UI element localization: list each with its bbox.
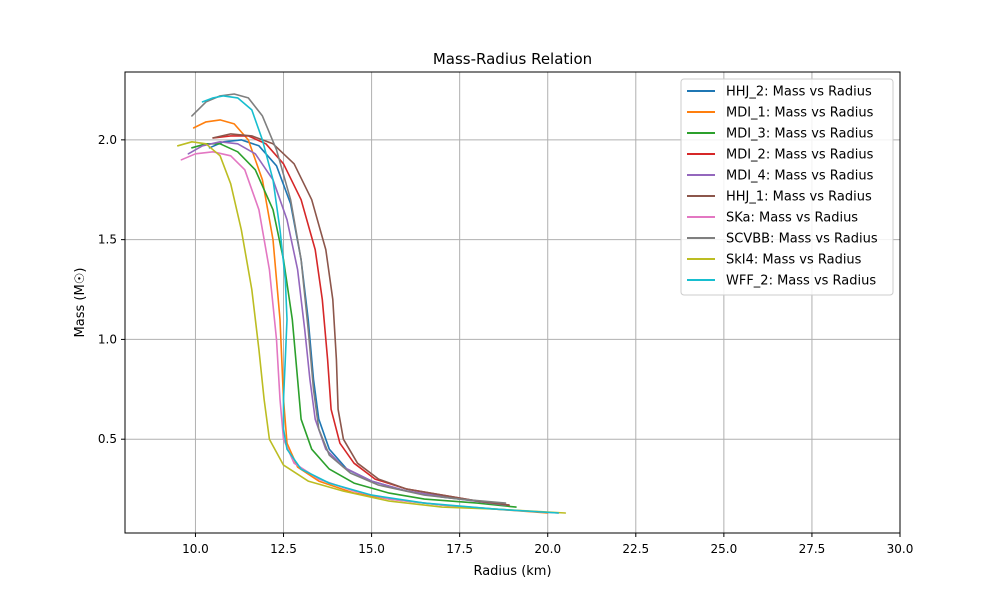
legend-entry-label: HHJ_2: Mass vs Radius — [726, 85, 872, 100]
y-tick-label: 1.5 — [98, 233, 117, 247]
x-tick-label: 22.5 — [622, 542, 649, 556]
legend-entry-label: HHJ_1: Mass vs Radius — [726, 190, 872, 205]
x-tick-label: 20.0 — [534, 542, 561, 556]
x-axis-ticks: 10.0 12.5 15.0 17.5 20.0 22.5 25.0 27.5 30.0 — [182, 533, 913, 556]
x-tick-label: 15.0 — [358, 542, 385, 556]
legend-entry-label: MDI_4: Mass vs Radius — [726, 169, 874, 184]
x-tick-label: 17.5 — [446, 542, 473, 556]
y-axis-ticks: 0.5 1.0 1.5 2.0 — [98, 133, 125, 446]
chart-title: Mass-Radius Relation — [433, 50, 592, 68]
x-tick-label: 12.5 — [270, 542, 297, 556]
x-tick-label: 30.0 — [887, 542, 914, 556]
series-line-7 — [191, 93, 507, 504]
legend-entry-label: SkI4: Mass vs Radius — [726, 253, 862, 268]
y-axis-label: Mass (M☉) — [73, 268, 88, 338]
plot-frame — [124, 71, 901, 534]
x-tick-label: 25.0 — [711, 542, 738, 556]
series-line-5 — [212, 133, 510, 506]
legend-entry-label: MDI_2: Mass vs Radius — [726, 148, 874, 163]
series-line-8 — [177, 141, 567, 514]
legend-frame — [680, 78, 894, 296]
legend-entry-label: SCVBB: Mass vs Radius — [726, 232, 878, 247]
legend-entry-label: MDI_1: Mass vs Radius — [726, 106, 874, 121]
series-line-4 — [187, 141, 507, 506]
series-line-9 — [201, 95, 560, 514]
series-lines — [177, 93, 567, 514]
y-tick-label: 2.0 — [98, 133, 117, 147]
y-tick-label: 1.0 — [98, 332, 117, 346]
legend-entry-label: WFF_2: Mass vs Radius — [726, 274, 876, 289]
series-line-2 — [191, 143, 517, 508]
legend-entry-label: MDI_3: Mass vs Radius — [726, 127, 874, 142]
x-tick-label: 27.5 — [799, 542, 826, 556]
x-tick-label: 10.0 — [182, 542, 209, 556]
legend: HHJ_2: Mass vs Radius MDI_1: Mass vs Radi… — [680, 78, 894, 296]
legend-entry-label: SKa: Mass vs Radius — [726, 211, 858, 226]
x-axis-label: Radius (km) — [473, 564, 551, 579]
y-tick-label: 0.5 — [98, 432, 117, 446]
